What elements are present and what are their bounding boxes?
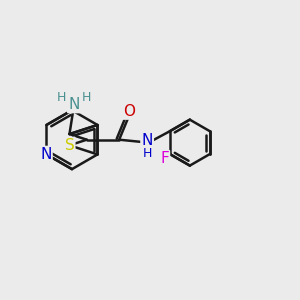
- Text: F: F: [160, 151, 169, 166]
- Text: N: N: [40, 147, 52, 162]
- Text: S: S: [64, 138, 74, 153]
- Text: H: H: [142, 147, 152, 160]
- Text: N: N: [68, 97, 80, 112]
- Text: H: H: [82, 91, 91, 104]
- Text: H: H: [57, 91, 66, 104]
- Text: N: N: [141, 133, 153, 148]
- Text: O: O: [124, 103, 136, 118]
